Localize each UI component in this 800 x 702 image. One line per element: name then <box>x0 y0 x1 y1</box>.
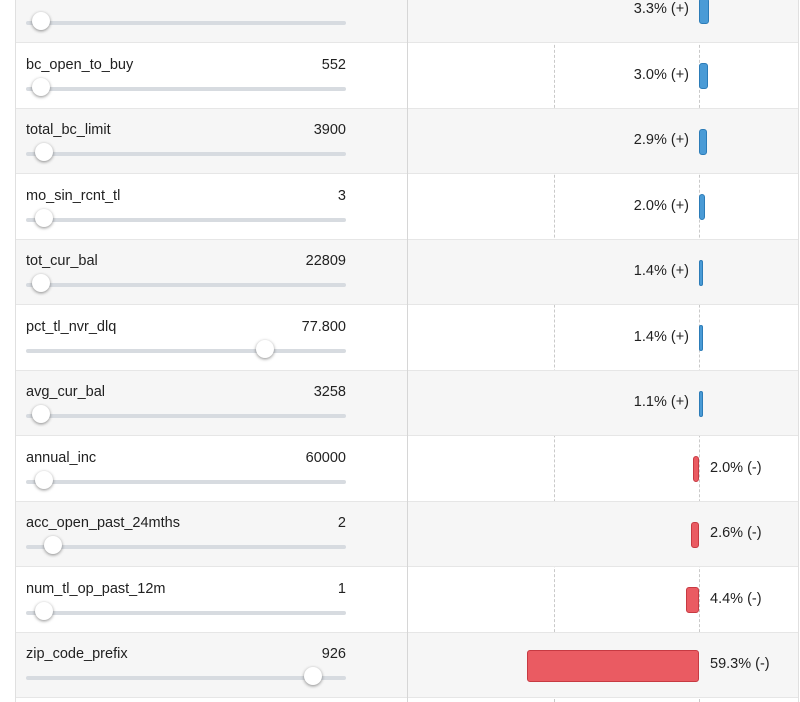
feature-name: mo_sin_rcnt_tl <box>26 187 121 204</box>
negative-contribution-bar <box>686 587 699 613</box>
feature-slider-thumb[interactable] <box>32 12 51 30</box>
feature-slider-thumb[interactable] <box>35 601 54 620</box>
feature-name: tot_cur_bal <box>26 253 98 269</box>
positive-contribution-bar <box>699 390 703 417</box>
feature-slider-track[interactable] <box>26 610 346 615</box>
feature-name: annual_inc <box>26 449 97 466</box>
contribution-label: 2.9% (+) <box>633 132 689 148</box>
feature-value: 77.800 <box>301 318 346 335</box>
contribution-label: 1.4% (+) <box>633 328 689 345</box>
feature-value: 3900 <box>313 122 346 138</box>
contribution-label: 3.3% (+) <box>633 1 689 17</box>
feature-value: 1 <box>337 580 346 597</box>
feature-slider-thumb[interactable] <box>255 339 274 358</box>
feature-value: 2 <box>337 515 346 531</box>
feature-name: zip_code_prefix <box>26 646 128 662</box>
feature-slider-thumb[interactable] <box>32 405 51 423</box>
column-divider <box>407 0 408 702</box>
feature-slider-thumb[interactable] <box>35 470 54 489</box>
contribution-label: 2.0% (-) <box>710 459 762 476</box>
positive-contribution-bar <box>699 63 708 89</box>
contribution-label: 4.4% (-) <box>710 590 762 607</box>
feature-slider-track[interactable] <box>26 348 346 353</box>
feature-slider-track[interactable] <box>26 86 346 91</box>
feature-name: bc_open_to_buy <box>26 56 134 73</box>
positive-contribution-bar <box>699 0 709 24</box>
contribution-label: 1.1% (+) <box>633 394 689 410</box>
contribution-label: 2.6% (-) <box>710 525 762 541</box>
feature-slider-track[interactable] <box>26 414 346 418</box>
feature-name: pct_tl_nvr_dlq <box>26 318 117 335</box>
panel-left-border <box>15 0 16 702</box>
feature-value: 3258 <box>313 384 346 400</box>
feature-name: total_bc_limit <box>26 122 111 138</box>
positive-contribution-bar <box>699 128 708 155</box>
chart-zero-line <box>699 0 700 702</box>
feature-value: 3 <box>337 187 346 204</box>
feature-slider-thumb[interactable] <box>44 536 63 554</box>
feature-value: 552 <box>321 56 346 73</box>
negative-contribution-bar <box>691 521 699 548</box>
feature-name: acc_open_past_24mths <box>26 515 180 531</box>
positive-contribution-bar <box>699 194 705 220</box>
contribution-label: 59.3% (-) <box>710 656 770 672</box>
feature-slider-thumb[interactable] <box>35 143 54 161</box>
feature-slider-track[interactable] <box>26 283 346 287</box>
feature-slider-thumb[interactable] <box>32 77 51 96</box>
chart-reference-line <box>554 0 555 702</box>
feature-slider-track[interactable] <box>26 545 346 549</box>
panel-right-border <box>798 0 799 702</box>
contribution-label: 3.0% (+) <box>633 66 689 83</box>
feature-slider-track[interactable] <box>26 21 346 25</box>
feature-slider-thumb[interactable] <box>35 208 54 227</box>
positive-contribution-bar <box>699 325 704 351</box>
feature-value: 22809 <box>305 253 346 269</box>
feature-slider-thumb[interactable] <box>32 274 51 292</box>
feature-value: 926 <box>321 646 346 662</box>
feature-value: 60000 <box>305 449 346 466</box>
feature-slider-track[interactable] <box>26 676 346 680</box>
feature-name: avg_cur_bal <box>26 384 105 400</box>
positive-contribution-bar <box>699 259 704 286</box>
feature-slider-track[interactable] <box>26 479 346 484</box>
contribution-label: 1.4% (+) <box>633 263 689 279</box>
negative-contribution-bar <box>693 456 699 482</box>
feature-name: num_tl_op_past_12m <box>26 580 166 597</box>
feature-slider-thumb[interactable] <box>303 667 322 685</box>
feature-row: bc_open_to_buy 552 3.0% (+) <box>16 44 798 109</box>
feature-slider-track[interactable] <box>26 152 346 156</box>
feature-slider-track[interactable] <box>26 217 346 222</box>
negative-contribution-bar <box>527 649 699 682</box>
contribution-label: 2.0% (+) <box>633 197 689 214</box>
